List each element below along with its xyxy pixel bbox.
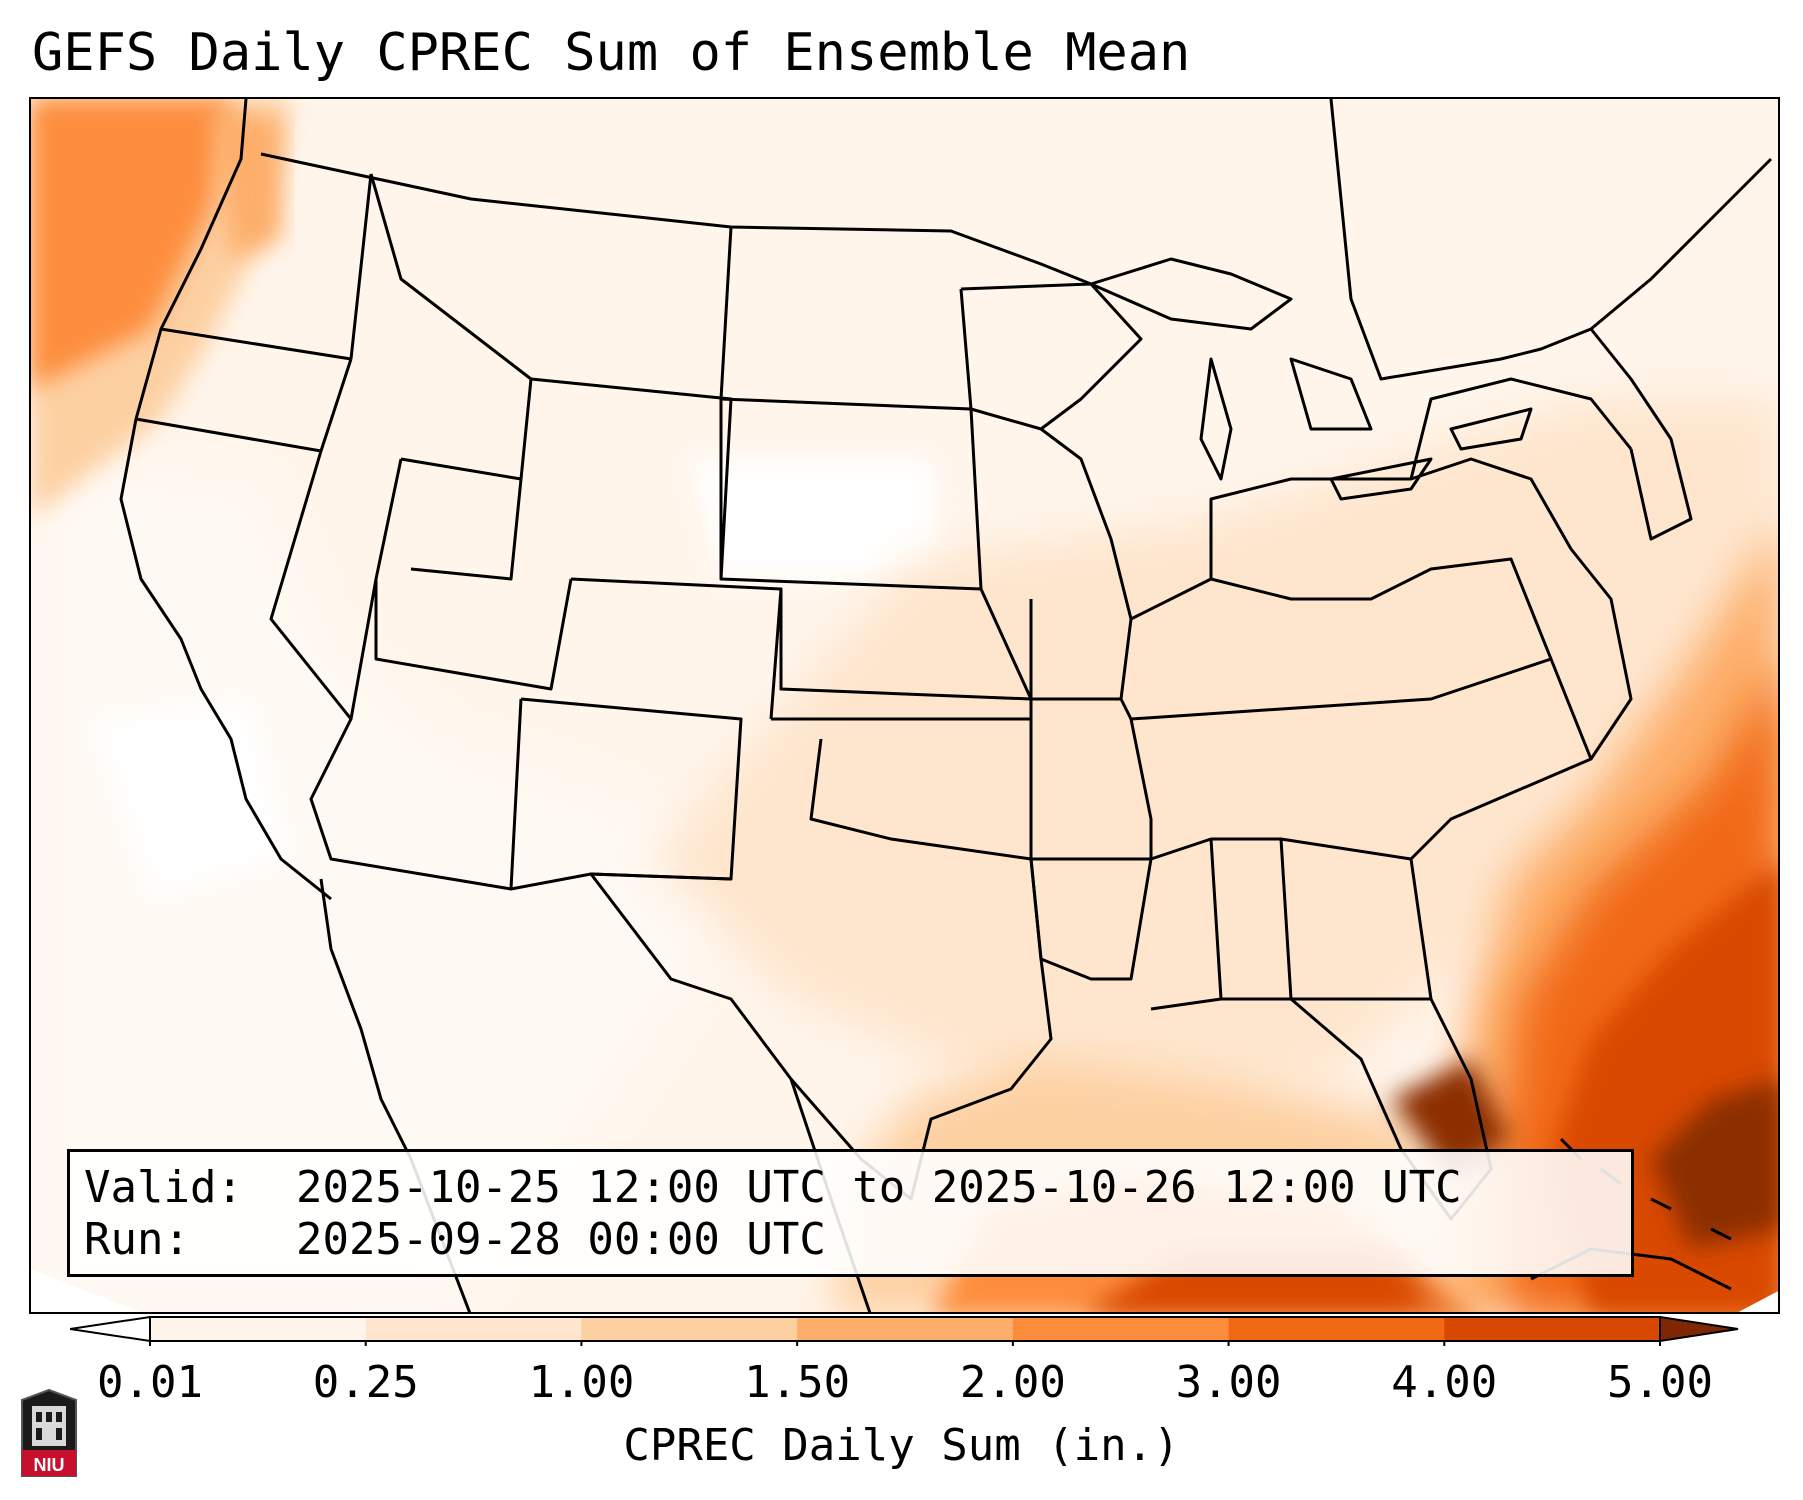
logo-band bbox=[22, 1450, 76, 1476]
maritime-coast bbox=[1590, 157, 1773, 331]
lake-huron bbox=[1289, 357, 1373, 431]
colorbar-tick-label: 3.00 bbox=[1175, 1357, 1282, 1408]
light-shade-west bbox=[31, 449, 751, 1312]
boundary-lines bbox=[119, 99, 1773, 1312]
valid-value: 2025-10-25 12:00 UTC to 2025-10-26 12:00… bbox=[296, 1162, 1462, 1213]
colorbar-tick-label: 1.50 bbox=[744, 1357, 851, 1408]
run-key: Run: bbox=[84, 1214, 190, 1265]
mississippi bbox=[1150, 837, 1223, 1011]
projection-corner-left bbox=[31, 1269, 141, 1312]
colorbar-segment bbox=[797, 1317, 1014, 1341]
minnesota-north bbox=[960, 282, 1143, 431]
colorbar-segment bbox=[581, 1317, 798, 1341]
wyoming-border bbox=[519, 377, 733, 580]
colorbar-segment bbox=[150, 1317, 367, 1341]
dry-area-southwest bbox=[91, 699, 291, 899]
lake-ontario bbox=[1449, 407, 1533, 451]
canada-east-border bbox=[1329, 99, 1592, 381]
colorbar bbox=[70, 1315, 1739, 1346]
west-coastline bbox=[119, 99, 332, 901]
valid-line: Valid: 2025-10-25 12:00 UTC to 2025-10-2… bbox=[84, 1162, 1617, 1214]
colorbar-segment bbox=[1444, 1317, 1661, 1341]
colorbar-segment bbox=[365, 1317, 582, 1341]
validity-info-box: Valid: 2025-10-25 12:00 UTC to 2025-10-2… bbox=[67, 1149, 1634, 1277]
tennessee-nc bbox=[1130, 657, 1593, 861]
shade-pnw-inner bbox=[31, 99, 231, 389]
colorbar-under-arrow bbox=[70, 1315, 151, 1343]
oklahoma-border bbox=[771, 717, 1033, 861]
logo-text: NIU bbox=[34, 1455, 65, 1475]
or-ca-border bbox=[135, 417, 322, 453]
map-canvas bbox=[31, 99, 1778, 1312]
colorbar-segment bbox=[1012, 1317, 1230, 1341]
valid-key: Valid: bbox=[84, 1162, 243, 1213]
us-canada-border bbox=[260, 152, 1092, 286]
sd-ne-border bbox=[719, 399, 982, 591]
utah-north bbox=[400, 457, 523, 581]
lake-superior bbox=[1089, 257, 1293, 331]
georgia bbox=[1280, 837, 1433, 1001]
id-wa-border bbox=[349, 173, 373, 360]
colorbar-tick-label: 1.00 bbox=[528, 1357, 635, 1408]
new-england bbox=[1589, 328, 1693, 541]
map-title: GEFS Daily CPREC Sum of Ensemble Mean bbox=[32, 23, 1191, 83]
colorbar-tick-label: 4.00 bbox=[1391, 1357, 1498, 1408]
louisiana-border bbox=[1029, 858, 1153, 981]
lake-michigan bbox=[1199, 357, 1233, 481]
new-york-south bbox=[1409, 377, 1633, 480]
niu-logo: NIU bbox=[21, 1388, 77, 1477]
colorbar-over-arrow bbox=[1659, 1315, 1739, 1343]
arizona-border bbox=[309, 698, 523, 891]
shade-puget bbox=[211, 109, 281, 259]
projection-corner bbox=[1738, 1291, 1778, 1312]
precipitation-map bbox=[29, 97, 1780, 1314]
colorbar-outline bbox=[149, 1316, 1661, 1342]
colorbar-segment bbox=[1228, 1317, 1445, 1341]
colorbar-tick-label: 2.00 bbox=[959, 1357, 1066, 1408]
wa-or-border bbox=[160, 327, 352, 361]
dry-area-plains bbox=[691, 459, 941, 579]
colorbar-tick-label: 0.01 bbox=[97, 1357, 203, 1408]
dakota-border bbox=[719, 226, 973, 411]
missouri-arkansas bbox=[1029, 698, 1153, 861]
utah-border bbox=[374, 578, 573, 691]
nebraska-kansas bbox=[779, 589, 1033, 701]
shade-atlantic-core bbox=[1651, 1080, 1778, 1249]
run-value: 2025-09-28 00:00 UTC bbox=[296, 1214, 826, 1265]
mid-atlantic-coast bbox=[1569, 548, 1633, 760]
lake-erie bbox=[1329, 457, 1433, 501]
montana-idaho bbox=[369, 173, 532, 381]
colorbar-tick-label: 0.25 bbox=[312, 1357, 419, 1408]
colorbar-tick-label: 5.00 bbox=[1607, 1357, 1713, 1408]
colorbar-label: CPREC Daily Sum (in.) bbox=[623, 1420, 1180, 1471]
baja-coast bbox=[319, 878, 413, 1160]
alabama bbox=[1211, 837, 1293, 1001]
run-line: Run: 2025-09-28 00:00 UTC bbox=[84, 1214, 1617, 1266]
or-id-border bbox=[319, 358, 353, 452]
